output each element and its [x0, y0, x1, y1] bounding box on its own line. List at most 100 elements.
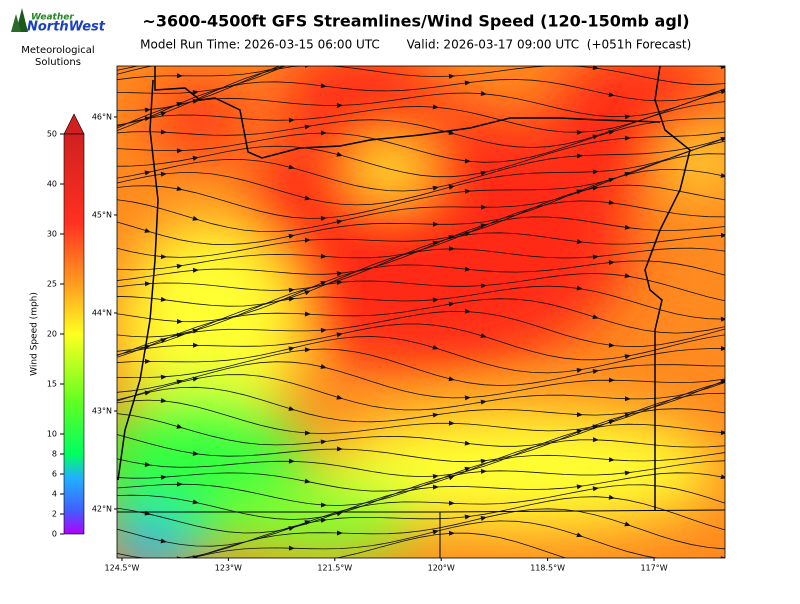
x-tick-label: 118.5°W	[530, 564, 565, 573]
stream-arrow	[432, 240, 439, 246]
streamline	[117, 348, 725, 386]
stream-arrow	[608, 342, 615, 348]
stream-arrow	[144, 228, 151, 233]
stream-arrow	[304, 311, 311, 317]
stream-arrow	[576, 129, 583, 135]
streamline	[190, 520, 725, 558]
streamline	[117, 460, 725, 520]
stream-arrow	[336, 151, 343, 157]
stream-arrow	[336, 271, 343, 277]
colorbar-tick-label: 15	[47, 380, 57, 389]
stream-arrow	[288, 164, 295, 170]
stream-arrow	[448, 420, 455, 426]
stream-arrow	[464, 80, 471, 86]
stream-arrow	[480, 516, 487, 521]
stream-arrow	[160, 254, 167, 260]
colorbar-tick-label: 40	[47, 180, 57, 189]
streamline	[117, 381, 725, 434]
streamline	[117, 310, 725, 357]
colorbar-tick-label: 4	[52, 490, 57, 499]
stream-arrow	[320, 517, 327, 523]
streamline	[117, 137, 725, 206]
colorbar-tick-label: 50	[47, 130, 57, 139]
stream-arrow	[192, 98, 199, 104]
stream-arrow	[576, 484, 583, 490]
stream-arrow	[432, 529, 439, 535]
x-tick-label: 120°W	[428, 564, 455, 573]
stream-arrow	[480, 223, 487, 229]
stream-arrow	[624, 521, 631, 527]
stream-arrow	[320, 83, 327, 89]
stream-arrow	[192, 89, 199, 95]
stream-arrow	[176, 556, 183, 558]
stream-arrow	[288, 58, 295, 65]
stream-arrow	[480, 204, 487, 210]
stream-arrow	[624, 224, 631, 230]
stream-arrow	[160, 296, 167, 302]
stream-arrow	[464, 440, 471, 446]
streamline	[117, 408, 725, 463]
stream-arrow	[464, 266, 471, 272]
stream-arrow	[304, 124, 311, 130]
streamline	[117, 216, 725, 281]
streamline	[334, 532, 567, 558]
stream-arrow	[336, 103, 343, 109]
stream-arrow	[288, 346, 295, 352]
stream-arrow	[624, 135, 631, 141]
stream-arrow	[160, 129, 167, 135]
stream-arrow	[288, 287, 295, 293]
x-tick-label: 124.5°W	[105, 564, 140, 573]
stream-arrow	[320, 502, 327, 508]
streamline	[117, 131, 725, 178]
streamline	[117, 90, 725, 133]
colorbar-tick-label: 0	[52, 530, 57, 539]
stream-arrow	[608, 260, 615, 265]
streamline	[117, 153, 725, 233]
stream-arrow	[448, 530, 455, 536]
stream-arrow	[288, 233, 295, 239]
colorbar-tick-label: 30	[47, 230, 57, 239]
stream-arrow	[192, 215, 199, 221]
stream-arrow	[176, 148, 183, 154]
stream-arrow	[432, 412, 439, 418]
stream-arrow	[176, 481, 183, 487]
stream-arrow	[480, 170, 487, 176]
stream-arrow	[192, 376, 199, 382]
x-tick-label: 123°W	[215, 564, 242, 573]
streamline	[117, 380, 725, 423]
stream-arrow	[624, 412, 631, 418]
streamline	[117, 323, 725, 361]
colorbar	[63, 133, 85, 535]
stream-arrow	[576, 429, 583, 435]
y-tick-label: 45°N	[92, 210, 112, 219]
stream-arrow	[320, 130, 327, 136]
stream-arrow	[592, 185, 599, 191]
colorbar-tick-label: 6	[52, 470, 57, 479]
stream-arrow	[464, 308, 471, 314]
stream-arrow	[304, 478, 311, 484]
stream-arrow	[320, 253, 327, 259]
stream-arrow	[608, 92, 615, 98]
stream-arrow	[432, 484, 439, 490]
streamline	[117, 79, 725, 132]
streamline	[117, 232, 725, 291]
stream-arrow	[336, 219, 343, 225]
stream-arrow	[304, 347, 311, 353]
stream-arrow	[432, 297, 439, 303]
logo: Weather NorthWest Meteorological Solutio…	[11, 8, 106, 68]
y-tick-label: 42°N	[92, 504, 112, 513]
valid-time: Valid: 2026-03-17 09:00 UTC (+051h Forec…	[407, 38, 692, 52]
stream-arrow	[449, 1, 456, 7]
stream-arrow	[576, 239, 583, 245]
stream-arrow	[624, 273, 631, 279]
colorbar-label: Wind Speed (mph)	[30, 292, 40, 376]
stream-arrow	[576, 285, 583, 291]
streamline	[117, 101, 725, 148]
stream-arrow	[592, 314, 599, 319]
stream-arrow	[480, 468, 487, 474]
stream-arrow	[592, 437, 599, 443]
streamline	[117, 66, 286, 81]
streamline	[117, 361, 725, 399]
stream-arrow	[192, 267, 199, 273]
